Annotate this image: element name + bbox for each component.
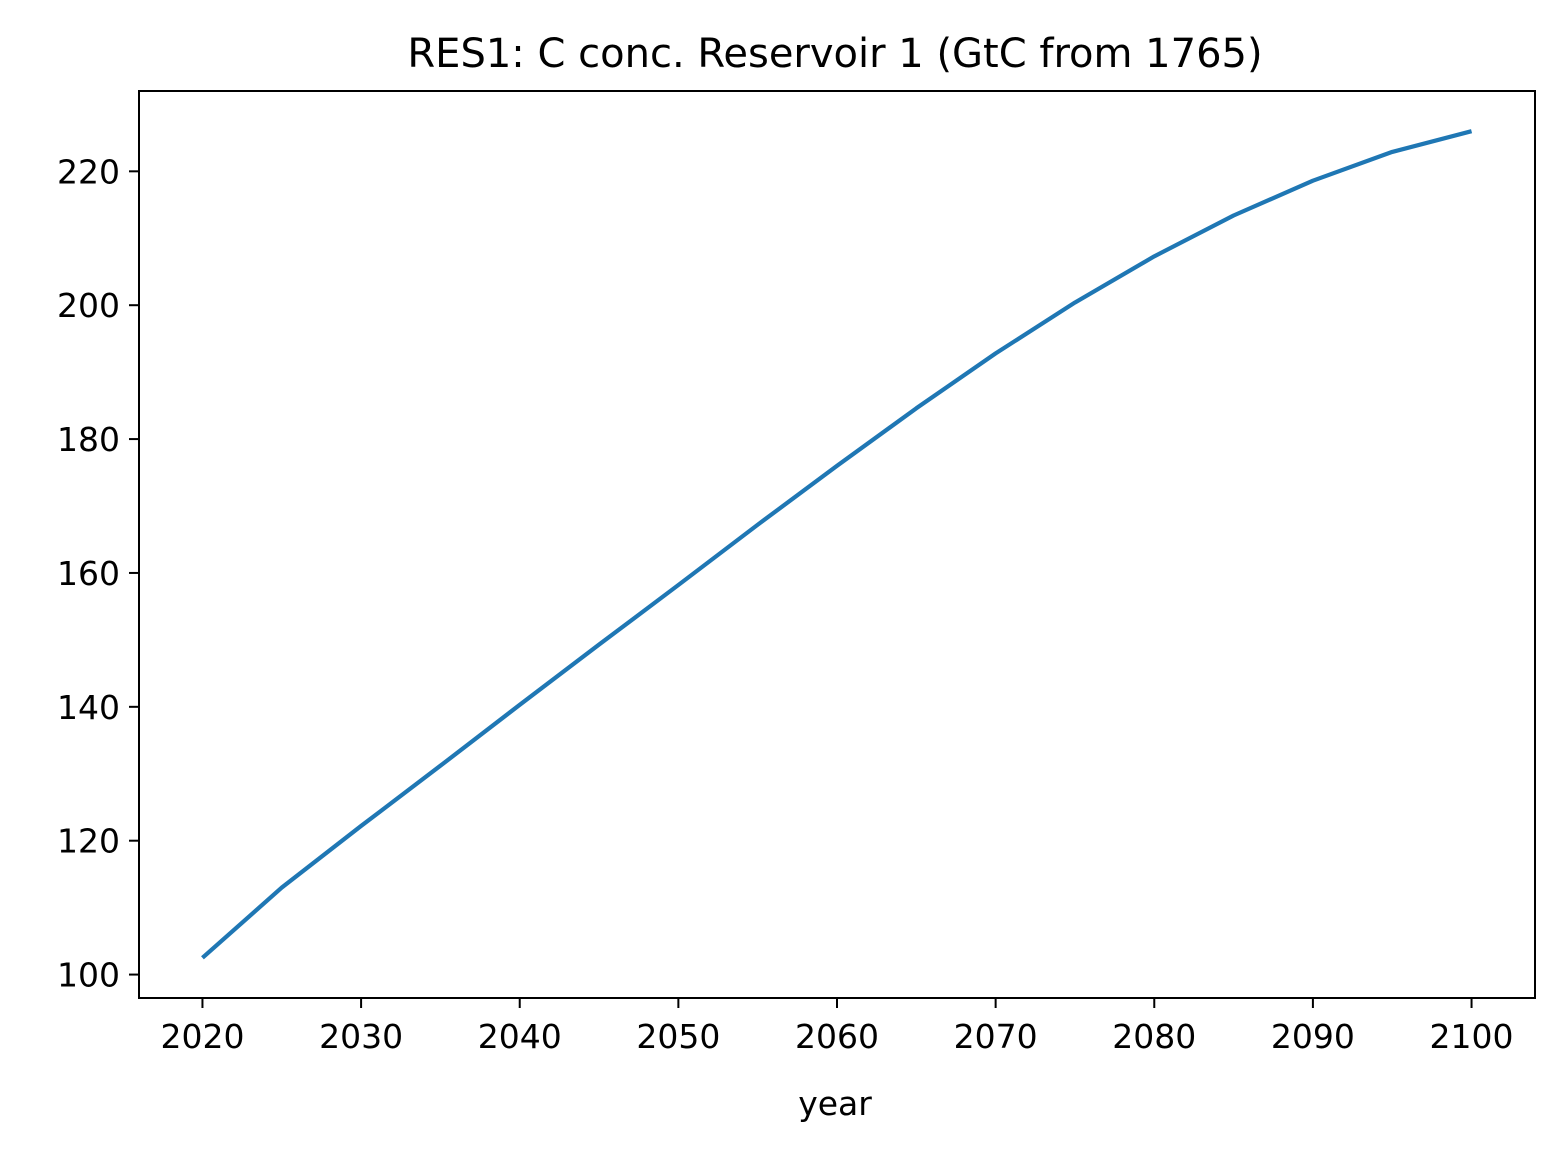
x-tick-label: 2070 xyxy=(954,1017,1038,1056)
x-axis-ticks: 2020 2030 2040 2050 2060 2070 2080 2090 2100 xyxy=(160,998,1514,1056)
x-tick-label: 2060 xyxy=(795,1017,879,1056)
series-layer xyxy=(201,129,1473,960)
x-tick-label: 2020 xyxy=(160,1017,244,1056)
y-tick-label: 140 xyxy=(57,688,120,727)
y-tick-label: 180 xyxy=(57,420,120,459)
plot-frame xyxy=(138,90,1536,999)
y-axis-ticks: 100 120 140 160 180 200 220 xyxy=(57,152,139,995)
x-tick-label: 2080 xyxy=(1112,1017,1196,1056)
y-tick-label: 220 xyxy=(57,152,120,191)
y-tick-label: 160 xyxy=(57,554,120,593)
y-tick-label: 100 xyxy=(57,956,120,995)
series-line xyxy=(201,129,1473,960)
chart-title: RES1: C conc. Reservoir 1 (GtC from 1765… xyxy=(407,31,1262,77)
x-tick-label: 2040 xyxy=(478,1017,562,1056)
x-tick-label: 2030 xyxy=(319,1017,403,1056)
x-axis-label: year xyxy=(798,1084,872,1123)
x-tick-label: 2090 xyxy=(1271,1017,1355,1056)
x-tick-label: 2050 xyxy=(636,1017,720,1056)
y-tick-label: 200 xyxy=(57,286,120,325)
x-tick-label: 2100 xyxy=(1430,1017,1514,1056)
y-tick-label: 120 xyxy=(57,822,120,861)
